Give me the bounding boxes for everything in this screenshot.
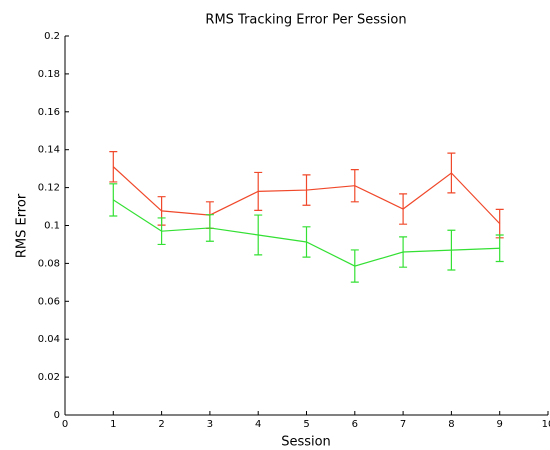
x-tick-label: 7 bbox=[400, 419, 406, 430]
y-tick-label: 0.06 bbox=[38, 296, 60, 307]
y-tick-label: 0.1 bbox=[44, 221, 60, 232]
error-bar bbox=[495, 208, 504, 239]
error-bar bbox=[399, 193, 408, 225]
error-bar bbox=[447, 229, 456, 271]
error-bar bbox=[254, 214, 263, 256]
y-tick-label: 0.16 bbox=[38, 107, 60, 118]
error-bar bbox=[205, 214, 214, 242]
error-bar bbox=[447, 152, 456, 194]
y-tick-label: 0.02 bbox=[38, 372, 60, 383]
error-bar bbox=[399, 236, 408, 268]
y-axis-label: RMS Error bbox=[15, 193, 30, 258]
x-axis-label: Session bbox=[281, 435, 331, 450]
chart-title: RMS Tracking Error Per Session bbox=[205, 13, 406, 28]
error-bar bbox=[302, 174, 311, 206]
x-tick-label: 8 bbox=[448, 419, 454, 430]
x-tick-label: 9 bbox=[497, 419, 503, 430]
error-bar bbox=[350, 249, 359, 283]
y-tick-label: 0.2 bbox=[44, 31, 60, 42]
error-bar bbox=[109, 150, 118, 183]
x-tick-label: 10 bbox=[542, 419, 550, 430]
error-bar bbox=[495, 234, 504, 263]
error-bar bbox=[350, 168, 359, 203]
y-tick-label: 0.12 bbox=[38, 183, 60, 194]
x-tick-label: 0 bbox=[62, 419, 68, 430]
y-tick-label: 0.04 bbox=[38, 334, 60, 345]
y-tick-label: 0.18 bbox=[38, 69, 60, 80]
error-bar bbox=[157, 217, 166, 246]
error-bar bbox=[109, 183, 118, 217]
error-bar bbox=[302, 226, 311, 258]
y-tick-label: 0.14 bbox=[38, 145, 60, 156]
y-tick-label: 0.08 bbox=[38, 258, 60, 269]
x-tick-label: 3 bbox=[207, 419, 213, 430]
x-tick-label: 1 bbox=[110, 419, 116, 430]
x-tick-label: 2 bbox=[158, 419, 164, 430]
y-tick-label: 0 bbox=[54, 410, 60, 421]
x-tick-label: 6 bbox=[352, 419, 358, 430]
error-bar bbox=[254, 171, 263, 211]
x-tick-label: 4 bbox=[255, 419, 261, 430]
x-tick-label: 5 bbox=[303, 419, 309, 430]
